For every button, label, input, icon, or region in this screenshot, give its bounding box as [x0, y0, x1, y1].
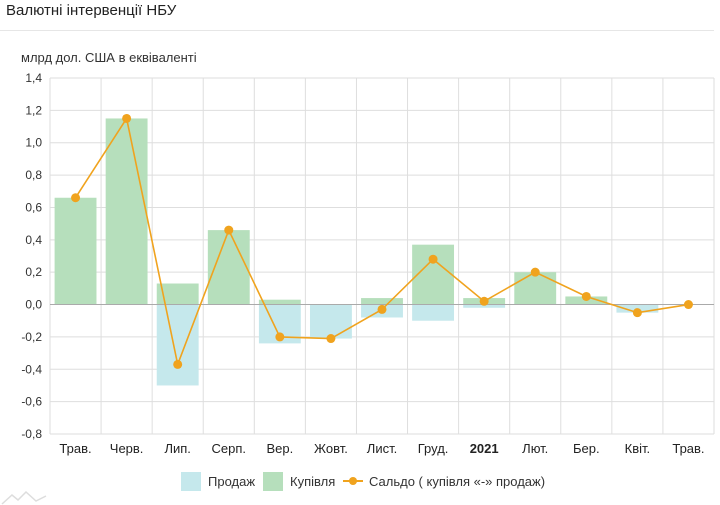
y-tick-label: 1,2 [25, 103, 42, 117]
buy-bar [105, 118, 148, 305]
sell-bar [463, 304, 506, 308]
y-tick-label: 0,4 [25, 233, 42, 247]
x-tick-label: Квіт. [625, 441, 651, 456]
balance-point [428, 254, 438, 264]
balance-point [122, 113, 132, 123]
logo-icon [1, 490, 47, 505]
legend-item-buy[interactable]: Купівля [263, 470, 335, 492]
y-tick-label: 0,2 [25, 265, 42, 279]
balance-point [683, 300, 693, 310]
y-tick-label: -0,4 [21, 362, 42, 376]
x-tick-label: Трав. [59, 441, 91, 456]
chart-title: Валютні інтервенції НБУ [6, 2, 177, 19]
buy-bar [258, 299, 301, 305]
buy-bar [514, 272, 557, 305]
balance-point [224, 225, 234, 235]
buy-bar [361, 298, 403, 305]
legend-item-balance[interactable]: Сальдо ( купівля «-» продаж) [343, 470, 545, 492]
legend-sell-label: Продаж [208, 473, 256, 489]
y-tick-label: -0,8 [21, 427, 42, 441]
legend-balance-label: Сальдо ( купівля «-» продаж) [369, 473, 546, 489]
grid-lines [49, 77, 715, 435]
y-tick-label: -0,6 [21, 395, 42, 409]
balance-point [377, 304, 387, 314]
y-tick-label: 0,0 [25, 298, 42, 312]
x-tick-label: Лип. [164, 441, 190, 456]
y-tick-label: -0,2 [21, 330, 42, 344]
y-tick-label: 1,4 [25, 71, 42, 85]
buy-bar [54, 197, 97, 305]
y-tick-label: 1,0 [25, 136, 42, 150]
x-tick-label: Черв. [110, 441, 144, 456]
x-tick-label: Серп. [212, 441, 247, 456]
balance-point [173, 359, 183, 369]
title-divider [0, 30, 714, 31]
balance-line [71, 113, 693, 369]
sell-swatch [181, 471, 201, 491]
x-tick-label: 2021 [470, 441, 499, 456]
buy-bar [412, 244, 455, 305]
sell-bar [156, 304, 199, 386]
legend-buy-label: Купівля [290, 473, 336, 489]
balance-swatch [343, 475, 363, 487]
balance-point [71, 193, 81, 203]
balance-point [479, 296, 489, 306]
sell-bar [309, 304, 352, 339]
legend: Продаж Купівля Сальдо ( купівля «-» прод… [0, 470, 720, 492]
y-tick-label: 0,8 [25, 168, 42, 182]
buy-bar [156, 283, 199, 305]
x-tick-label: Трав. [672, 441, 704, 456]
balance-point [581, 291, 591, 301]
balance-point [632, 308, 642, 318]
chart-plot: 1,4 1,2 1,0 0,8 0,6 0,4 0,2 0,0 -0,2 -0,4 -0,6 -0,8… [21, 71, 715, 456]
x-tick-label: Лют. [522, 441, 548, 456]
x-tick-label: Лист. [367, 441, 397, 456]
legend-item-sell[interactable]: Продаж [181, 470, 255, 492]
balance-point [530, 267, 540, 277]
buy-swatch [263, 471, 283, 491]
buy-bars [54, 118, 608, 305]
y-tick-label: 0,6 [25, 200, 42, 214]
balance-point [326, 334, 336, 344]
balance-point [275, 332, 285, 342]
x-tick-label: Вер. [266, 441, 293, 456]
y-tick-labels: 1,4 1,2 1,0 0,8 0,6 0,4 0,2 0,0 -0,2 -0,4 -0,6 -0,8 [21, 71, 42, 441]
x-tick-label: Бер. [573, 441, 600, 456]
y-axis-unit-label: млрд дол. США в еквіваленті [21, 50, 197, 65]
x-tick-label: Жовт. [314, 441, 348, 456]
x-tick-labels: Трав. Черв. Лип. Серп. Вер. Жовт. Лист. Груд. 20… [59, 441, 704, 456]
x-tick-label: Груд. [418, 441, 449, 456]
sell-bar [412, 304, 455, 321]
